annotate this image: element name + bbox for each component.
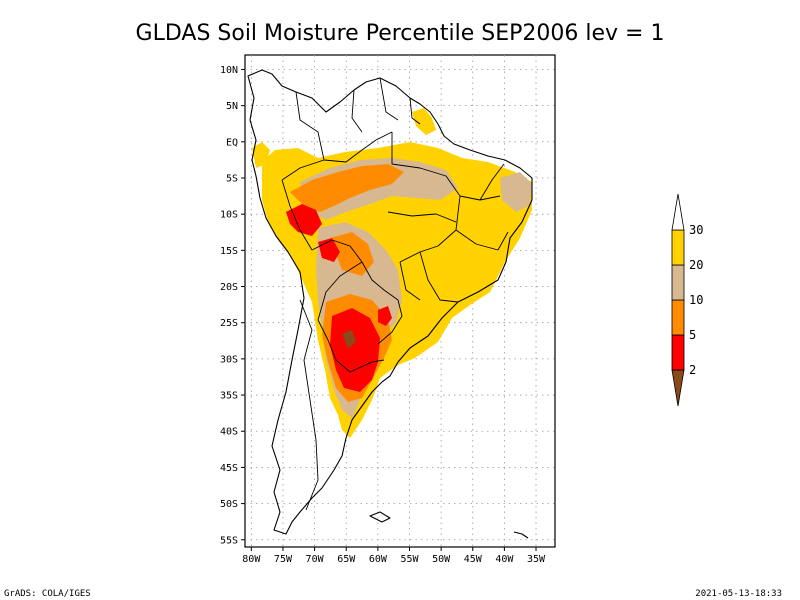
y-axis-ticks: 10N 5N EQ 5S 10S 15S 20S 25S 30S 35S 40S 45S 50S 55S xyxy=(220,65,245,546)
colorbar-segment xyxy=(671,229,685,266)
shade-2-5-parana xyxy=(378,306,392,326)
y-tick-label: 20S xyxy=(220,282,238,293)
y-tick-label: 30S xyxy=(220,354,238,365)
y-tick-label: 10N xyxy=(220,65,238,76)
footer-left-credit: GrADS: COLA/IGES xyxy=(4,589,91,599)
shade-5-10-west xyxy=(290,164,404,212)
colorbar-label: 10 xyxy=(689,293,703,307)
y-tick-label: 25S xyxy=(220,318,238,329)
y-tick-label: 35S xyxy=(220,391,238,402)
shade-below-2-chaco xyxy=(342,330,356,348)
map-title: GLDAS Soil Moisture Percentile SEP2006 l… xyxy=(136,21,665,46)
south-america-coastline xyxy=(247,69,533,535)
south-georgia-mark xyxy=(513,531,529,539)
x-tick-label: 70W xyxy=(306,554,325,565)
colorbar-label: 2 xyxy=(689,363,696,377)
x-tick-label: 75W xyxy=(274,554,293,565)
y-tick-label: EQ xyxy=(226,137,238,148)
shade-2-5-argentina xyxy=(330,308,380,392)
map-outlines xyxy=(247,69,533,539)
x-tick-label: 35W xyxy=(527,554,546,565)
x-tick-label: 40W xyxy=(495,554,514,565)
country-borders xyxy=(281,77,421,511)
colorbar-segment-above-max xyxy=(671,193,685,231)
colorbar-legend: 2 5 10 20 30 xyxy=(671,193,703,407)
y-tick-label: 40S xyxy=(220,427,238,438)
colorbar-label: 20 xyxy=(689,258,703,272)
x-tick-label: 45W xyxy=(464,554,483,565)
y-tick-label: 10S xyxy=(220,210,238,221)
y-tick-label: 55S xyxy=(220,535,238,546)
colorbar-segment xyxy=(671,299,685,336)
y-tick-label: 50S xyxy=(220,499,238,510)
footer-right-timestamp: 2021-05-13-18:33 xyxy=(695,589,782,599)
x-tick-label: 55W xyxy=(400,554,419,565)
x-axis-ticks: 80W 75W 70W 65W 60W 55W 50W 45W 40W 35W xyxy=(242,547,546,565)
x-tick-label: 65W xyxy=(337,554,356,565)
colorbar-segment-below-min xyxy=(671,369,685,407)
colorbar-label: 5 xyxy=(689,328,696,342)
x-tick-label: 50W xyxy=(432,554,451,565)
colorbar-segment xyxy=(671,264,685,301)
shade-10-20-northeast xyxy=(500,172,532,212)
shade-2-5-peru xyxy=(286,204,322,236)
y-tick-label: 45S xyxy=(220,463,238,474)
y-tick-label: 5S xyxy=(226,174,238,185)
y-tick-label: 15S xyxy=(220,246,238,257)
falkland-islands xyxy=(369,511,391,523)
soil-moisture-shading xyxy=(252,108,532,438)
x-tick-label: 80W xyxy=(242,554,261,565)
colorbar-segment xyxy=(671,334,685,371)
x-tick-label: 60W xyxy=(369,554,388,565)
brazil-state-borders xyxy=(387,132,509,303)
shade-20-30-ecuador xyxy=(252,142,270,168)
colorbar-label: 30 xyxy=(689,223,703,237)
shade-20-30-guiana xyxy=(412,108,436,135)
y-tick-label: 5N xyxy=(226,101,238,112)
